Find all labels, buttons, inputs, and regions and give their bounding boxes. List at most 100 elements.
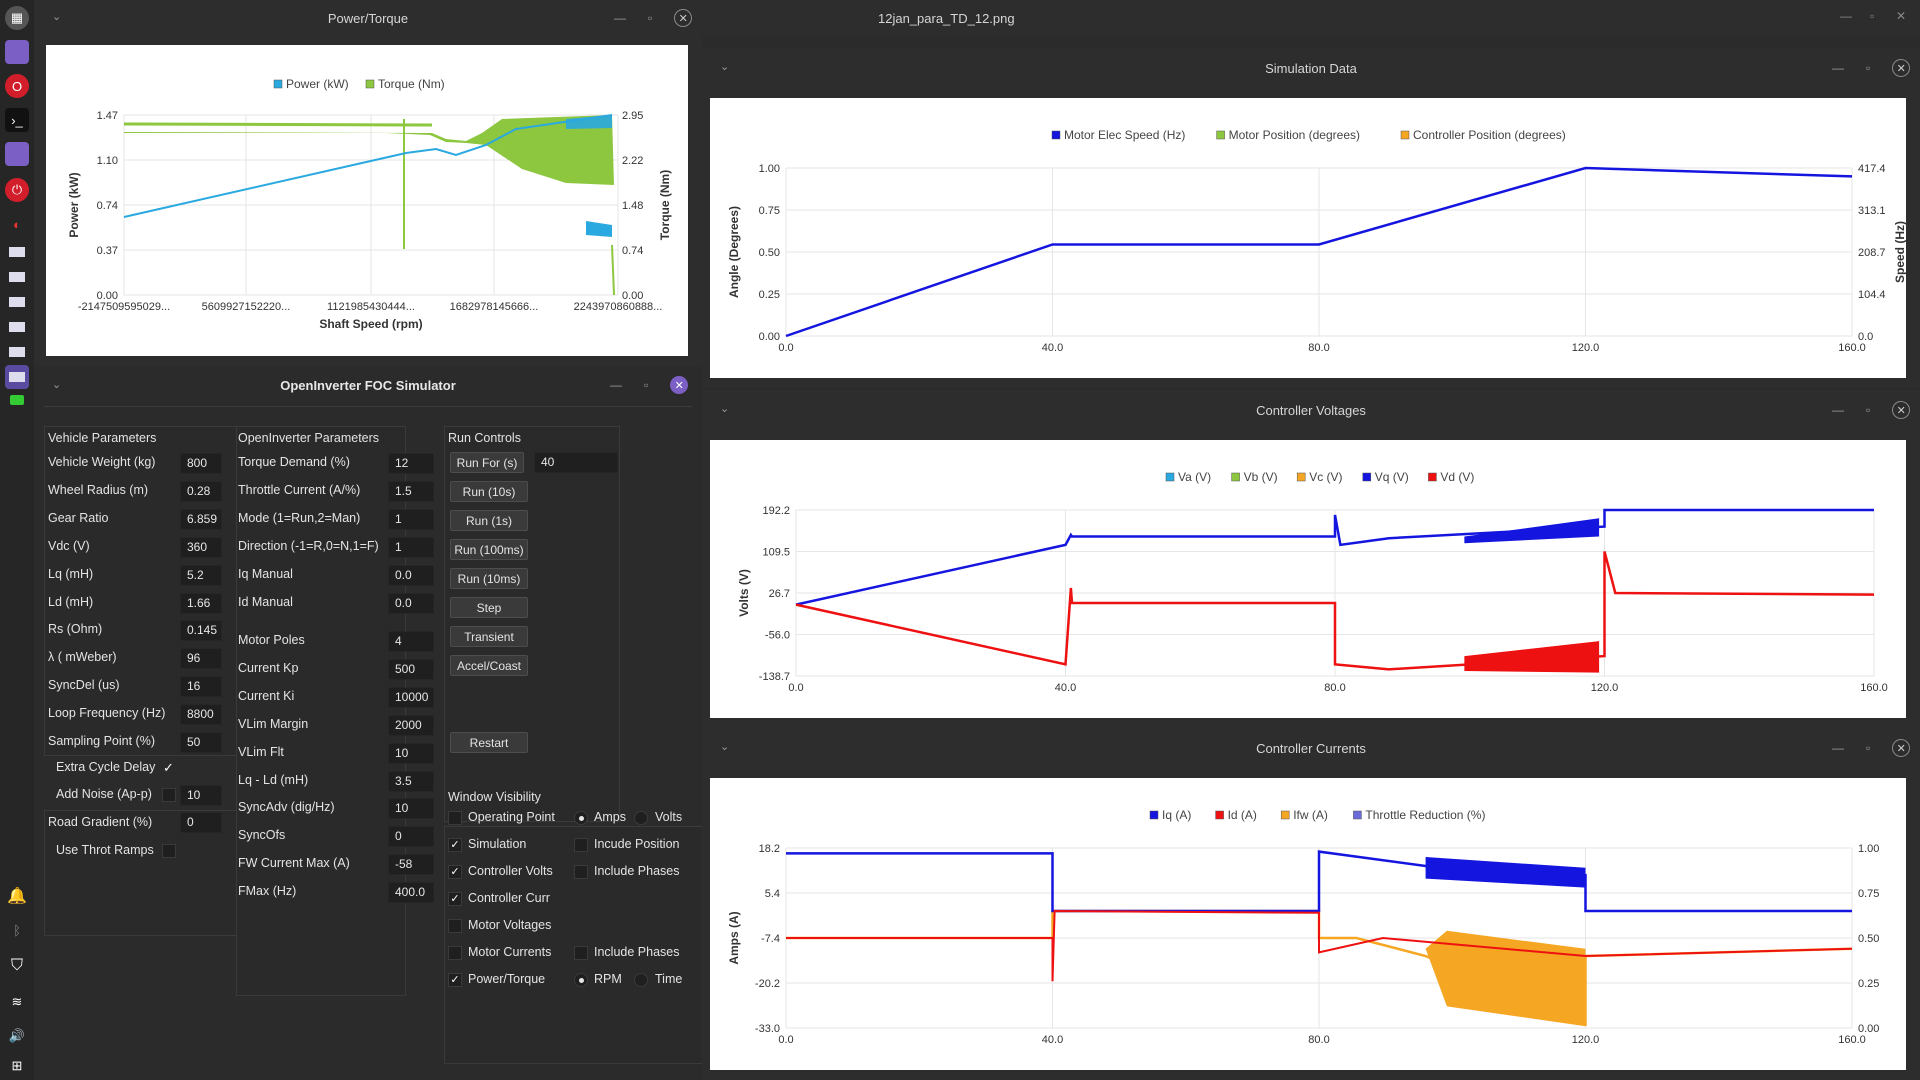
- files-icon[interactable]: [5, 142, 29, 166]
- inverter-param-input[interactable]: 3.5: [388, 770, 434, 792]
- bell-icon[interactable]: 🔔: [7, 888, 27, 905]
- close-icon[interactable]: ✕: [1892, 739, 1911, 757]
- restart-button[interactable]: Restart: [450, 732, 528, 753]
- time-radio[interactable]: [634, 973, 648, 987]
- vehicle-param-input[interactable]: 0.145: [180, 620, 222, 642]
- close-icon[interactable]: ✕: [670, 376, 689, 394]
- window-visibility-checkbox[interactable]: ✓: [448, 892, 462, 906]
- vehicle-param-input[interactable]: 800: [180, 453, 222, 474]
- game-icon[interactable]: [5, 388, 29, 412]
- inverter-param-input[interactable]: 0: [388, 826, 434, 848]
- legend-swatch: [1362, 472, 1372, 482]
- road-gradient-input[interactable]: 0: [180, 812, 222, 833]
- extra-cycle-delay-checkbox[interactable]: ✓: [163, 760, 174, 775]
- chevron-down-icon[interactable]: ⌄: [720, 61, 730, 73]
- maximize-icon[interactable]: ▫: [644, 378, 649, 392]
- minimize-icon[interactable]: —: [1832, 741, 1844, 755]
- inverter-param-input[interactable]: 2000: [388, 714, 434, 736]
- window-visibility-checkbox[interactable]: [448, 811, 462, 825]
- volume-icon[interactable]: 🔊: [8, 1028, 26, 1043]
- minimize-icon[interactable]: —: [610, 378, 622, 392]
- inverter-param-input[interactable]: 1.5: [388, 480, 434, 502]
- bluetooth-icon[interactable]: ᛒ: [13, 922, 21, 938]
- minimize-icon[interactable]: —: [1832, 61, 1844, 75]
- maximize-icon[interactable]: ▫: [1866, 403, 1871, 417]
- inverter-param-input[interactable]: 0.0: [388, 564, 434, 586]
- minimize-icon[interactable]: —: [614, 11, 626, 25]
- window-visibility-checkbox[interactable]: ✓: [448, 973, 462, 987]
- run-control-button[interactable]: Step: [450, 597, 528, 618]
- vehicle-param-input[interactable]: 360: [180, 536, 222, 558]
- run-for-button[interactable]: Run For (s): [450, 452, 524, 473]
- window-icon[interactable]: [5, 240, 29, 264]
- run-control-button[interactable]: Run (1s): [450, 510, 528, 531]
- include-phases-checkbox[interactable]: [574, 946, 588, 960]
- chevron-down-icon[interactable]: ⌄: [720, 403, 730, 415]
- window-icon[interactable]: [5, 290, 29, 314]
- window-visibility-checkbox[interactable]: [448, 946, 462, 960]
- inverter-param-input[interactable]: 10: [388, 798, 434, 820]
- close-icon[interactable]: ✕: [1896, 9, 1907, 23]
- window-icon[interactable]: [5, 340, 29, 364]
- vehicle-param-input[interactable]: 50: [180, 732, 222, 753]
- inverter-param-input[interactable]: -58: [388, 854, 434, 876]
- window-visibility-checkbox[interactable]: ✓: [448, 865, 462, 879]
- vehicle-param-input[interactable]: 0.28: [180, 480, 222, 502]
- rpm-radio[interactable]: [574, 973, 588, 987]
- chevron-down-icon[interactable]: ⌄: [52, 379, 62, 391]
- inverter-param-input[interactable]: 1: [388, 508, 434, 530]
- run-control-button[interactable]: Accel/Coast: [450, 655, 528, 676]
- inverter-param-input[interactable]: 0.0: [388, 592, 434, 614]
- add-noise-checkbox[interactable]: [162, 788, 176, 802]
- maximize-icon[interactable]: ▫: [1866, 61, 1871, 75]
- chevron-down-icon[interactable]: ⌄: [720, 741, 730, 753]
- use-throt-ramps-checkbox[interactable]: [162, 844, 176, 858]
- wifi-icon[interactable]: ≋: [11, 994, 23, 1009]
- amps-radio[interactable]: [574, 811, 588, 825]
- run-control-button[interactable]: Run (100ms): [450, 539, 528, 560]
- run-control-button[interactable]: Transient: [450, 626, 528, 647]
- maximize-icon[interactable]: ▫: [1866, 741, 1871, 755]
- inverter-param-input[interactable]: 400.0: [388, 882, 434, 904]
- shield-icon[interactable]: ⛉: [10, 957, 23, 974]
- minimize-icon[interactable]: —: [1832, 403, 1844, 417]
- window-icon[interactable]: [5, 315, 29, 339]
- inverter-param-input[interactable]: 4: [388, 631, 434, 652]
- window-icon[interactable]: [5, 365, 29, 389]
- window-icon[interactable]: [5, 265, 29, 289]
- vehicle-param-input[interactable]: 96: [180, 648, 222, 670]
- opera-gx-icon[interactable]: ◐: [13, 216, 21, 232]
- run-control-button[interactable]: Run (10ms): [450, 568, 528, 589]
- purple-window-icon[interactable]: [5, 40, 29, 64]
- inverter-param-input[interactable]: 10000: [388, 686, 434, 708]
- run-control-button[interactable]: Run (10s): [450, 481, 528, 502]
- inverter-param-input[interactable]: 10: [388, 742, 434, 764]
- include-position-checkbox[interactable]: [574, 838, 588, 852]
- minimize-icon[interactable]: —: [1840, 9, 1852, 23]
- power-icon[interactable]: ⏻: [5, 178, 29, 202]
- include-phases-checkbox[interactable]: [574, 865, 588, 879]
- close-icon[interactable]: ✕: [1892, 59, 1911, 77]
- terminal-icon[interactable]: ›_: [5, 108, 29, 132]
- inverter-param-input[interactable]: 1: [388, 536, 434, 558]
- close-icon[interactable]: ✕: [674, 9, 693, 27]
- add-noise-input[interactable]: 10: [180, 785, 222, 806]
- maximize-icon[interactable]: ▫: [1870, 9, 1875, 23]
- grid-icon[interactable]: ⊞: [11, 1058, 23, 1073]
- close-icon[interactable]: ✕: [1892, 401, 1911, 419]
- vehicle-param-input[interactable]: 1.66: [180, 592, 222, 614]
- inverter-param-input[interactable]: 12: [388, 453, 434, 474]
- window-visibility-checkbox[interactable]: ✓: [448, 838, 462, 852]
- vehicle-param-input[interactable]: 5.2: [180, 564, 222, 586]
- run-for-input[interactable]: 40: [534, 452, 618, 473]
- chevron-down-icon[interactable]: ⌄: [52, 11, 62, 23]
- app-grid-icon[interactable]: ▦: [5, 6, 29, 30]
- vehicle-param-input[interactable]: 16: [180, 676, 222, 698]
- volts-radio[interactable]: [634, 811, 648, 825]
- inverter-param-input[interactable]: 500: [388, 658, 434, 680]
- window-visibility-checkbox[interactable]: [448, 919, 462, 933]
- opera-icon[interactable]: O: [5, 74, 29, 98]
- vehicle-param-input[interactable]: 6.859: [180, 508, 222, 530]
- vehicle-param-input[interactable]: 8800: [180, 704, 222, 726]
- maximize-icon[interactable]: ▫: [648, 11, 653, 25]
